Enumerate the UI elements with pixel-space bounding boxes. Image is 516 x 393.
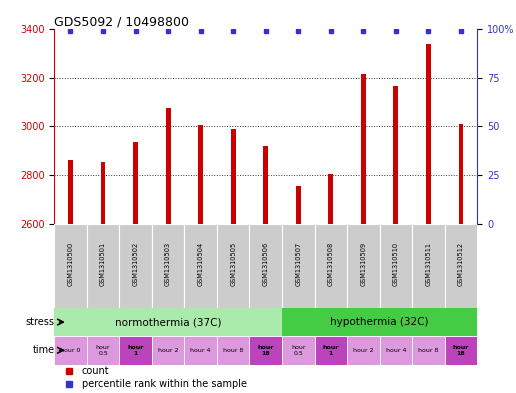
Bar [263, 146, 268, 224]
Bar [133, 142, 138, 224]
Bar [412, 224, 445, 309]
Text: GDS5092 / 10498800: GDS5092 / 10498800 [54, 15, 189, 28]
Bar [54, 224, 87, 309]
Text: hour 4: hour 4 [190, 348, 211, 353]
Text: hour 8: hour 8 [223, 348, 244, 353]
Bar [315, 336, 347, 365]
Text: GSM1310506: GSM1310506 [263, 242, 269, 286]
Bar [231, 129, 236, 224]
Bar [54, 336, 87, 365]
Bar [361, 74, 366, 224]
Bar [459, 124, 463, 224]
Text: GSM1310507: GSM1310507 [295, 242, 301, 286]
Bar [249, 224, 282, 309]
Text: hour
1: hour 1 [322, 345, 339, 356]
Text: hour
18: hour 18 [257, 345, 274, 356]
Text: GSM1310504: GSM1310504 [198, 242, 204, 286]
Text: GSM1310508: GSM1310508 [328, 242, 334, 286]
Text: GSM1310501: GSM1310501 [100, 242, 106, 286]
Bar [166, 108, 170, 224]
Text: count: count [82, 366, 109, 376]
Text: time: time [33, 345, 55, 355]
Bar [426, 44, 431, 224]
Bar [184, 336, 217, 365]
Bar [328, 174, 333, 224]
Bar [87, 224, 119, 309]
Text: hour
0.5: hour 0.5 [96, 345, 110, 356]
Bar [315, 224, 347, 309]
Text: hour
18: hour 18 [453, 345, 469, 356]
Text: stress: stress [26, 317, 55, 327]
Text: hour 8: hour 8 [418, 348, 439, 353]
Text: GSM1310505: GSM1310505 [230, 242, 236, 286]
Bar [412, 336, 445, 365]
Bar [198, 125, 203, 224]
Bar [282, 336, 315, 365]
Text: hour 2: hour 2 [353, 348, 374, 353]
Text: hour 2: hour 2 [158, 348, 179, 353]
Text: hour 0: hour 0 [60, 348, 80, 353]
Bar [119, 224, 152, 309]
Bar [152, 336, 184, 365]
Bar [282, 309, 477, 336]
Text: hour
0.5: hour 0.5 [291, 345, 305, 356]
Bar [87, 336, 119, 365]
Bar [394, 86, 398, 224]
Text: GSM1310512: GSM1310512 [458, 242, 464, 286]
Text: GSM1310500: GSM1310500 [68, 242, 73, 286]
Bar [249, 336, 282, 365]
Text: hypothermia (32C): hypothermia (32C) [330, 317, 429, 327]
Bar [296, 186, 301, 224]
Text: GSM1310509: GSM1310509 [360, 242, 366, 286]
Bar [445, 336, 477, 365]
Bar [68, 160, 73, 224]
Text: percentile rank within the sample: percentile rank within the sample [82, 379, 247, 389]
Text: GSM1310502: GSM1310502 [133, 242, 139, 286]
Bar [101, 162, 105, 224]
Bar [184, 224, 217, 309]
Bar [217, 224, 249, 309]
Text: normothermia (37C): normothermia (37C) [115, 317, 221, 327]
Bar [347, 224, 380, 309]
Bar [217, 336, 249, 365]
Text: hour
1: hour 1 [127, 345, 144, 356]
Bar [445, 224, 477, 309]
Bar [282, 224, 315, 309]
Bar [380, 224, 412, 309]
Bar [380, 336, 412, 365]
Bar [347, 336, 380, 365]
Text: GSM1310511: GSM1310511 [426, 242, 431, 286]
Bar [152, 224, 184, 309]
Text: GSM1310503: GSM1310503 [165, 242, 171, 286]
Bar [54, 309, 282, 336]
Bar [119, 336, 152, 365]
Text: hour 4: hour 4 [385, 348, 406, 353]
Text: GSM1310510: GSM1310510 [393, 242, 399, 286]
